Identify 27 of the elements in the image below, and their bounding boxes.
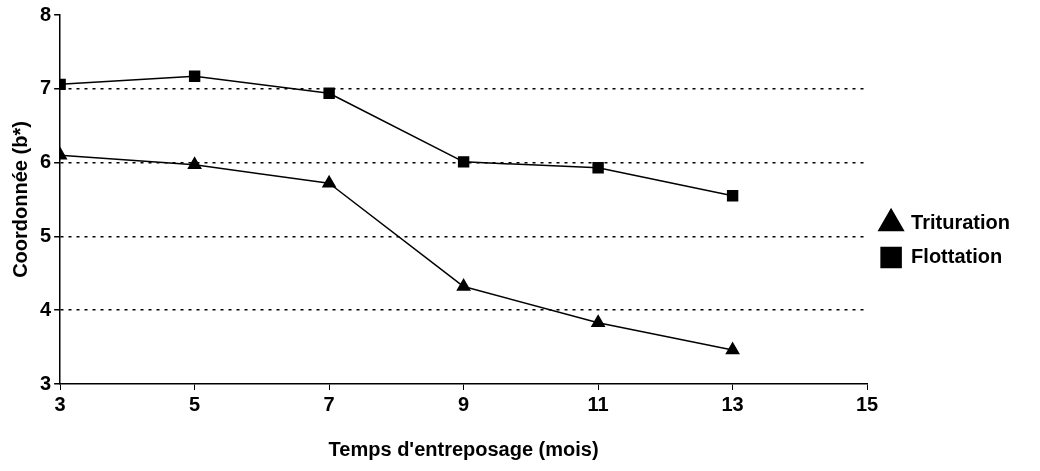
legend-label: Flottation xyxy=(911,245,1003,268)
point xyxy=(456,278,471,291)
y-tick-label: 7 xyxy=(40,76,52,99)
point xyxy=(322,175,336,188)
point xyxy=(187,157,202,170)
x-tick-label: 3 xyxy=(54,392,66,415)
legend-label: Trituration xyxy=(911,211,1010,234)
point xyxy=(726,190,739,202)
point xyxy=(591,315,605,327)
x-tick-label: 5 xyxy=(189,392,201,415)
x-tick-label: 9 xyxy=(458,392,470,415)
x-axis-title: Temps d'entreposage (mois) xyxy=(328,437,599,460)
y-tick-label: 5 xyxy=(40,223,52,246)
y-tick-label: 4 xyxy=(40,297,52,320)
y-tick-label: 3 xyxy=(40,371,52,394)
y-tick-label: 8 xyxy=(40,2,52,25)
point xyxy=(188,70,201,82)
x-tick-label: 13 xyxy=(721,392,744,415)
point xyxy=(592,162,604,174)
point xyxy=(725,342,740,355)
x-tick-label: 15 xyxy=(855,392,879,415)
y-axis-title: Coordonnée (b*) xyxy=(8,121,31,278)
point xyxy=(323,87,335,99)
y-tick-label: 6 xyxy=(40,150,52,173)
x-tick-label: 11 xyxy=(587,392,609,415)
x-tick-label: 7 xyxy=(323,392,335,415)
point xyxy=(457,156,470,168)
